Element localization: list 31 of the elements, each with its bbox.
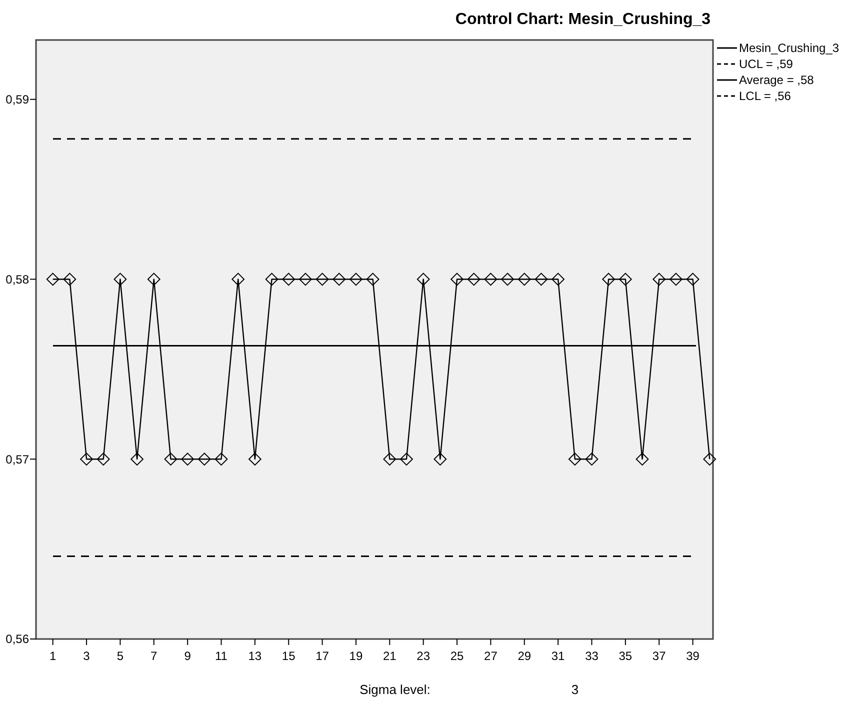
legend-label: Mesin_Crushing_3 <box>739 41 840 56</box>
text: 3 <box>571 682 579 697</box>
x-tick-label: 37 <box>652 649 666 663</box>
x-tick-label: 3 <box>83 649 90 663</box>
legend-label: LCL = ,56 <box>739 89 792 104</box>
x-tick-label: 25 <box>450 649 464 663</box>
y-tick-label: 0,56 <box>6 632 30 646</box>
x-tick-label: 29 <box>518 649 532 663</box>
x-tick-label: 7 <box>150 649 158 663</box>
x-tick-label: 27 <box>484 649 498 663</box>
legend-label: Average = ,58 <box>739 73 814 88</box>
x-tick-label: 5 <box>116 649 124 663</box>
x-tick-label: 31 <box>551 649 566 663</box>
x-tick-label: 35 <box>618 649 632 663</box>
x-tick-label: 19 <box>349 649 363 663</box>
x-tick-label: 17 <box>316 649 330 663</box>
x-tick-label: 15 <box>282 649 296 663</box>
y-tick-label: 0,58 <box>6 272 30 286</box>
x-tick-label: 1 <box>49 649 56 663</box>
x-tick-label: 11 <box>215 649 228 663</box>
y-tick-label: 0,59 <box>6 92 30 107</box>
x-tick-label: 23 <box>416 649 430 663</box>
x-tick-label: 33 <box>585 649 599 663</box>
text: Sigma level: <box>360 682 430 697</box>
x-tick-label: 9 <box>184 649 192 663</box>
chart-title: Control Chart: Mesin_Crushing_3 <box>455 11 711 28</box>
x-tick-label: 39 <box>686 649 700 663</box>
legend-label: UCL = ,59 <box>739 57 794 72</box>
x-tick-label: 21 <box>382 649 397 663</box>
x-tick-label: 13 <box>248 649 262 663</box>
y-tick-label: 0,57 <box>6 452 30 466</box>
